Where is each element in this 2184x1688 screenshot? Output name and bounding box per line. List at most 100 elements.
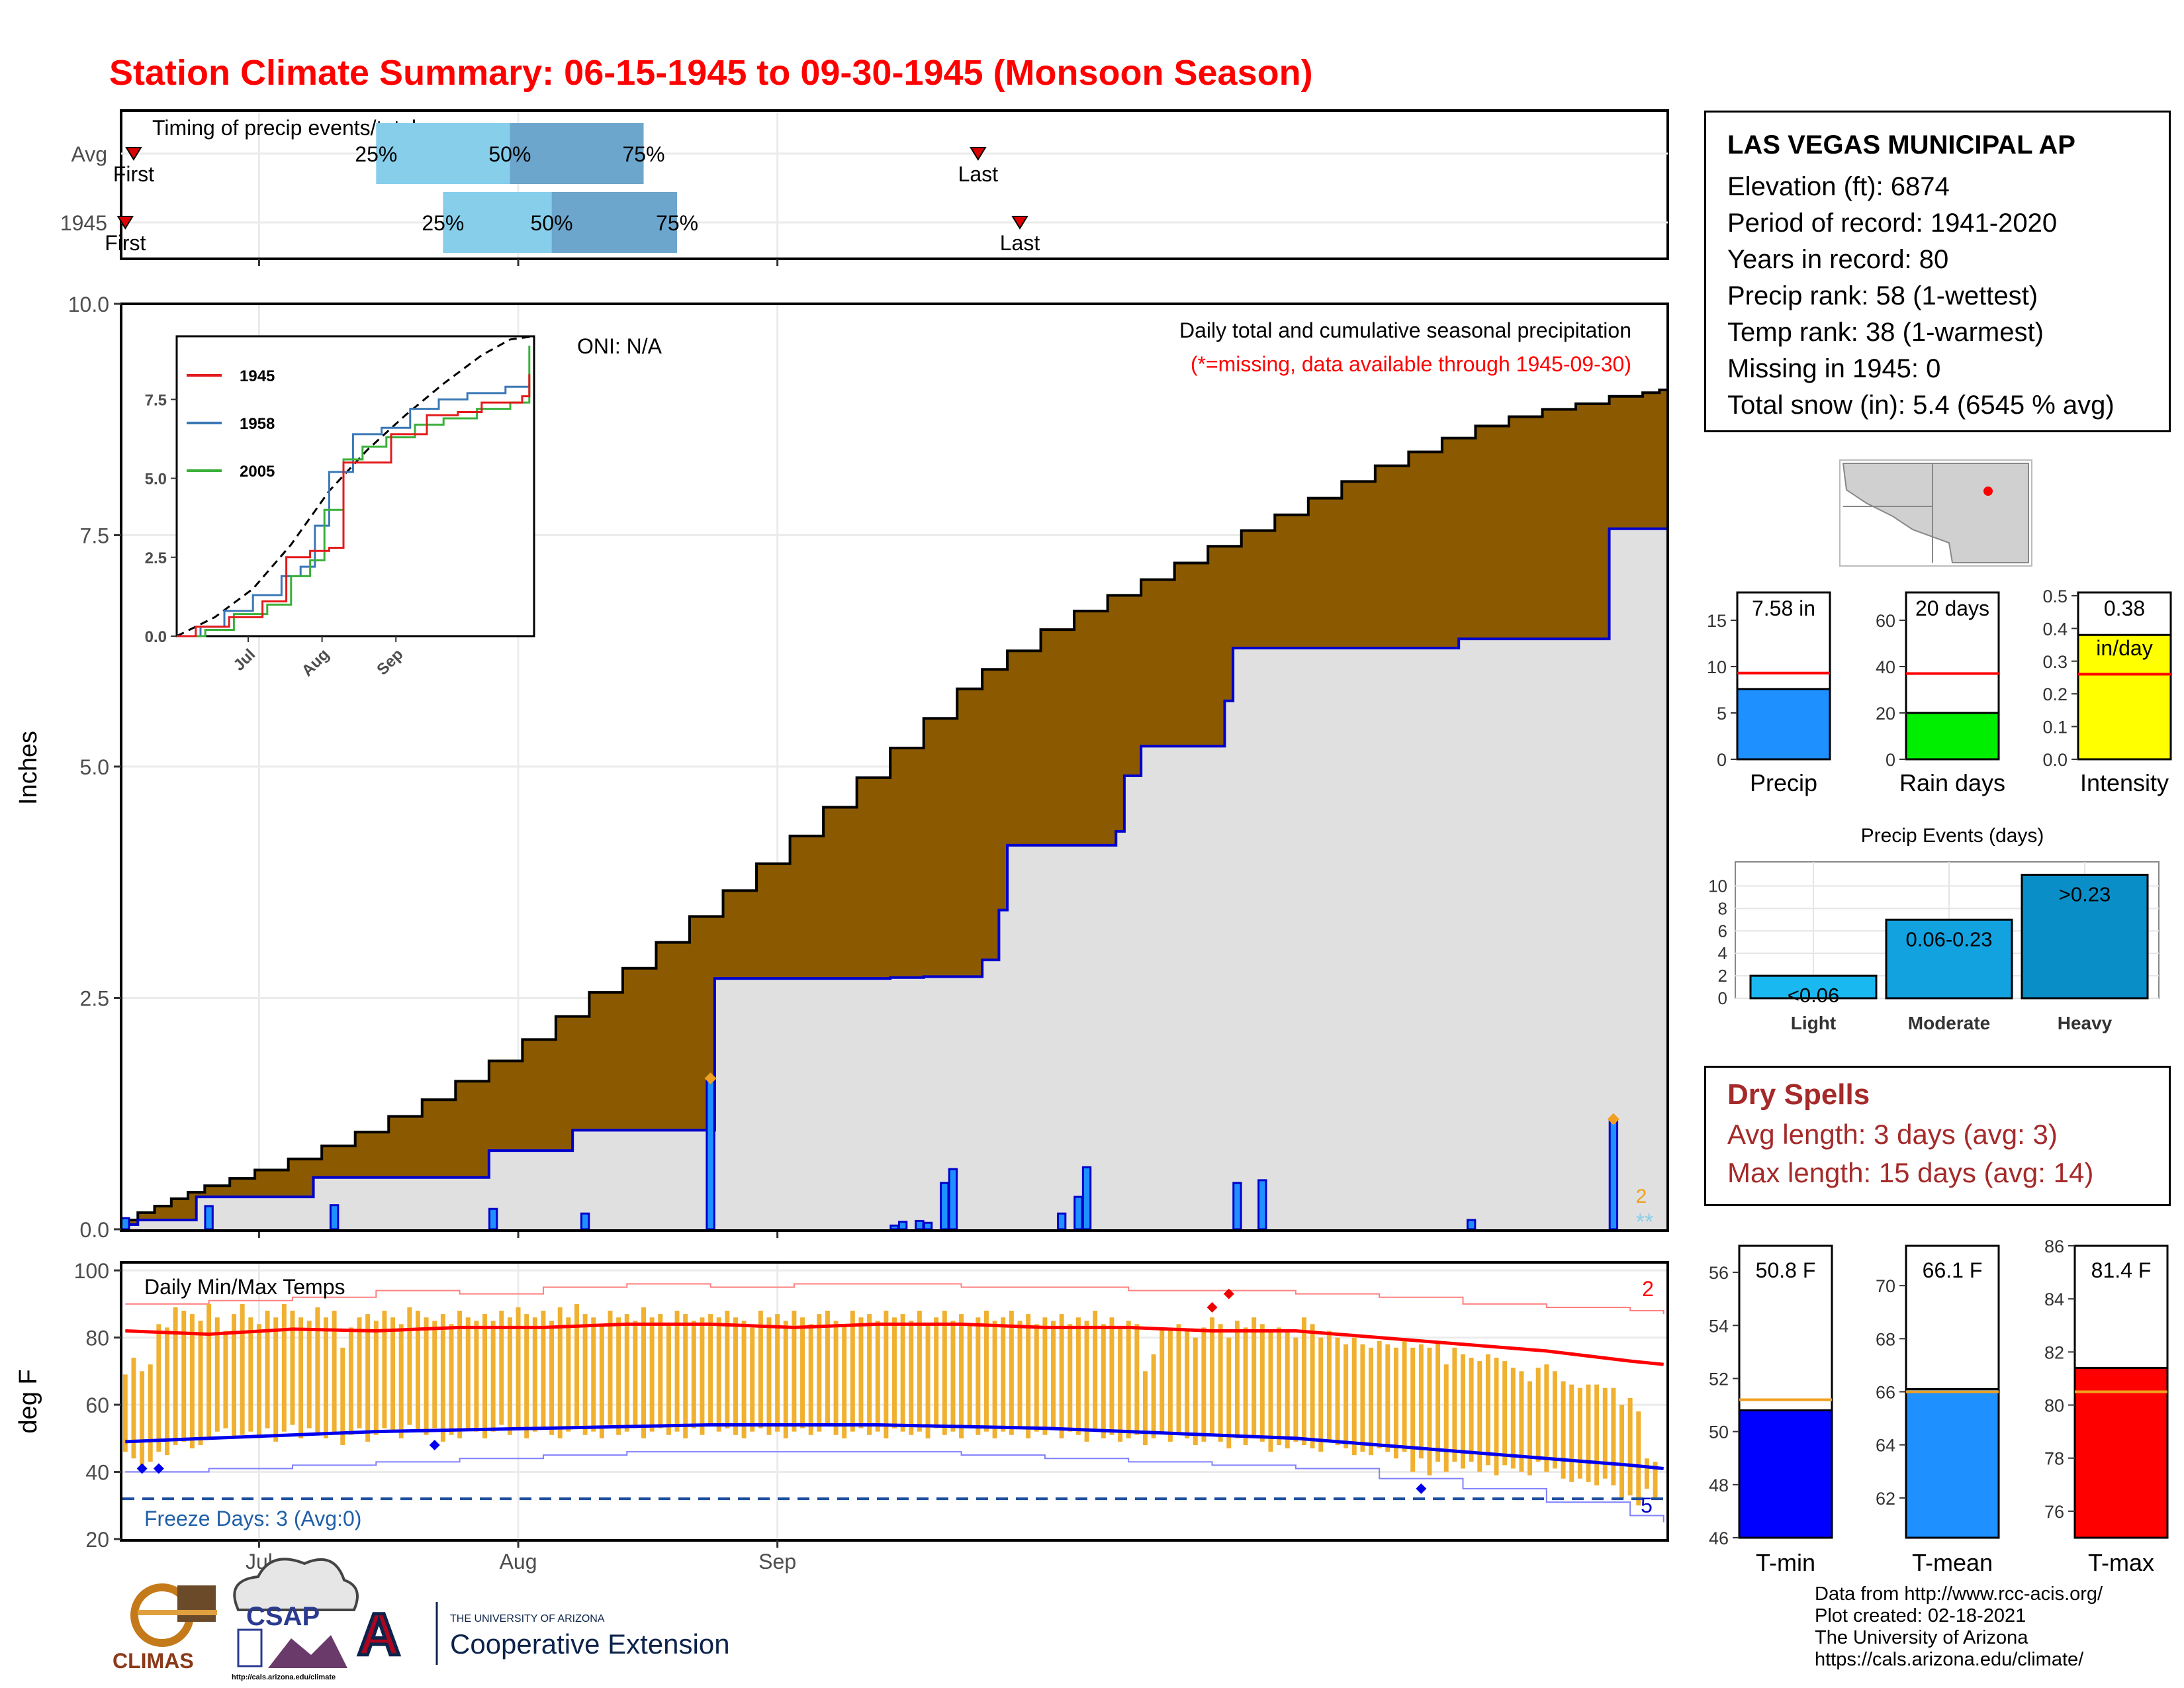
daily-temp-range-bar xyxy=(716,1317,721,1432)
daily-temp-range-bar xyxy=(1569,1384,1574,1482)
seasonal-temp-bars: 46 48 50 52 54 56 50.8 F T-min 62 64 66 68 70 66.1 F T… xyxy=(1709,1237,2169,1576)
events-y-tick-label: 4 xyxy=(1718,943,1727,963)
daily-temp-range-bar xyxy=(1410,1347,1416,1472)
daily-temp-range-bar xyxy=(700,1317,705,1435)
daily-temp-range-bar xyxy=(1427,1347,1432,1476)
mini-chart-bar xyxy=(1736,688,1831,761)
csap-url: http://cals.arizona.edu/climate xyxy=(232,1673,336,1681)
station-missing: Missing in 1945: 0 xyxy=(1727,354,1941,383)
avg-min-temp-line xyxy=(125,1423,1664,1470)
daily-temp-range-bar xyxy=(1527,1381,1533,1476)
precip-annotation-missing: (*=missing, data available through 1945-… xyxy=(1191,352,1631,376)
last-event-marker xyxy=(1011,216,1028,230)
daily-temp-range-bar xyxy=(608,1311,613,1425)
temp-marker-bottom: 5 xyxy=(1641,1493,1653,1517)
daily-temp-range-bar xyxy=(248,1317,253,1432)
precip-y-tick-label: 2.5 xyxy=(80,987,109,1011)
events-title: Precip Events (days) xyxy=(1861,825,2044,847)
daily-temp-range-bar xyxy=(1435,1340,1441,1462)
daily-temp-range-bar xyxy=(1535,1368,1541,1462)
temp-bar-y-tick-label: 80 xyxy=(2044,1396,2064,1416)
temperature-panel: 20 40 60 80 100 deg F Daily Min/Max Temps Fr… xyxy=(15,1259,1669,1552)
seasonal-totals-bars: 0 5 10 15 7.58 in Precip 0 20 40 60 20 days Rain da… xyxy=(1707,586,2172,796)
events-category-label: Light xyxy=(1791,1013,1836,1033)
mini-chart-y-tick-label: 0.3 xyxy=(2042,652,2068,672)
daily-precip-bar xyxy=(1232,1182,1242,1231)
daily-temp-range-bar xyxy=(474,1321,479,1432)
daily-temp-range-bar xyxy=(1310,1324,1315,1449)
last-event-label: Last xyxy=(1000,231,1040,255)
daily-temp-range-bar xyxy=(783,1321,788,1438)
inset-legend-label: 1958 xyxy=(240,415,275,433)
daily-temp-range-bar xyxy=(1142,1371,1148,1445)
daily-temp-range-bar xyxy=(223,1331,228,1429)
daily-temp-range-bar xyxy=(674,1311,680,1432)
daily-temp-range-bar xyxy=(733,1317,738,1435)
station-snow: Total snow (in): 5.4 (6545 % avg) xyxy=(1727,391,2115,420)
daily-temp-range-bar xyxy=(449,1324,454,1435)
temp-bar-y-tick-label: 64 xyxy=(1876,1436,1895,1456)
x-tick-label: Sep xyxy=(758,1550,796,1573)
daily-temp-range-bar xyxy=(1001,1317,1006,1432)
temp-marker-top: 2 xyxy=(1642,1277,1654,1301)
daily-temp-range-bar xyxy=(499,1311,504,1425)
temp-y-tick-label: 60 xyxy=(85,1393,109,1417)
daily-temp-range-bar xyxy=(1302,1317,1306,1445)
daily-temp-range-bar xyxy=(1293,1337,1298,1442)
daily-temp-range-bar xyxy=(156,1324,161,1452)
inset-y-tick-label: 2.5 xyxy=(145,549,167,567)
daily-temp-range-bar xyxy=(1552,1371,1557,1469)
shared-x-axis: Jul Aug Sep xyxy=(246,1540,796,1573)
events-category-label: Heavy xyxy=(2058,1013,2113,1033)
inset-legend-label: 2005 xyxy=(240,463,275,481)
mini-chart-y-tick-label: 0.5 xyxy=(2042,586,2068,606)
daily-temp-range-bar xyxy=(306,1321,312,1429)
daily-temp-range-bar xyxy=(666,1324,671,1435)
daily-temp-range-bar xyxy=(424,1317,429,1435)
ua-a-icon: A xyxy=(357,1602,400,1668)
daily-temp-range-bar xyxy=(1160,1327,1165,1432)
daily-temp-range-bar xyxy=(992,1321,997,1438)
oni-annotation: ONI: N/A xyxy=(577,334,662,358)
record-min-line xyxy=(125,1451,1664,1523)
daily-temp-range-bar xyxy=(131,1358,136,1459)
daily-temp-range-bar xyxy=(1502,1361,1508,1466)
daily-temp-range-bar xyxy=(1026,1314,1031,1438)
temp-bar-y-tick-label: 48 xyxy=(1709,1476,1729,1495)
mini-chart-y-tick-label: 15 xyxy=(1707,611,1727,631)
daily-temp-range-bar xyxy=(1210,1317,1215,1435)
temp-bar-value-label: 81.4 F xyxy=(2091,1258,2152,1282)
inset-y-tick-label: 0.0 xyxy=(145,628,167,646)
events-bar-label: 0.06-0.23 xyxy=(1906,927,1993,951)
precip-y-tick-label: 5.0 xyxy=(80,755,109,779)
record-high-marker xyxy=(1206,1301,1218,1313)
daily-temp-range-bar xyxy=(892,1317,897,1429)
daily-temp-range-bar xyxy=(1343,1344,1349,1449)
mini-chart-value-unit: in/day xyxy=(2096,636,2152,660)
precip-y-tick-label: 10.0 xyxy=(68,293,109,316)
daily-temp-range-bar xyxy=(398,1324,404,1438)
daily-temp-range-bar xyxy=(1042,1317,1048,1435)
temp-bar xyxy=(1905,1387,2000,1539)
daily-temp-range-bar xyxy=(1185,1331,1190,1438)
dry-spells-avg: Avg length: 3 days (avg: 3) xyxy=(1727,1119,2058,1150)
temp-bar-y-tick-label: 50 xyxy=(1709,1423,1729,1442)
events-y-tick-label: 10 xyxy=(1708,876,1727,896)
daily-temp-range-bar xyxy=(1251,1317,1257,1438)
daily-temp-range-bar xyxy=(900,1314,905,1432)
daily-temp-range-bar xyxy=(1277,1327,1282,1445)
record-low-marker xyxy=(136,1463,148,1474)
daily-temp-range-bar xyxy=(173,1307,178,1445)
mini-chart-label: Intensity xyxy=(2080,769,2169,796)
first-event-marker xyxy=(116,216,134,230)
avg-max-temp-line xyxy=(125,1322,1664,1366)
daily-temp-range-bar xyxy=(465,1317,471,1429)
climas-shape-icon xyxy=(177,1585,216,1622)
daily-precip-bar xyxy=(580,1212,590,1231)
climas-bar-icon xyxy=(138,1610,217,1615)
record-max-line xyxy=(125,1283,1664,1315)
station-info-box: LAS VEGAS MUNICIPAL AP Elevation (ft): 6… xyxy=(1704,111,2171,432)
precip-y-tick-label: 7.5 xyxy=(80,524,109,548)
timing-pct-label: 50% xyxy=(488,142,531,166)
